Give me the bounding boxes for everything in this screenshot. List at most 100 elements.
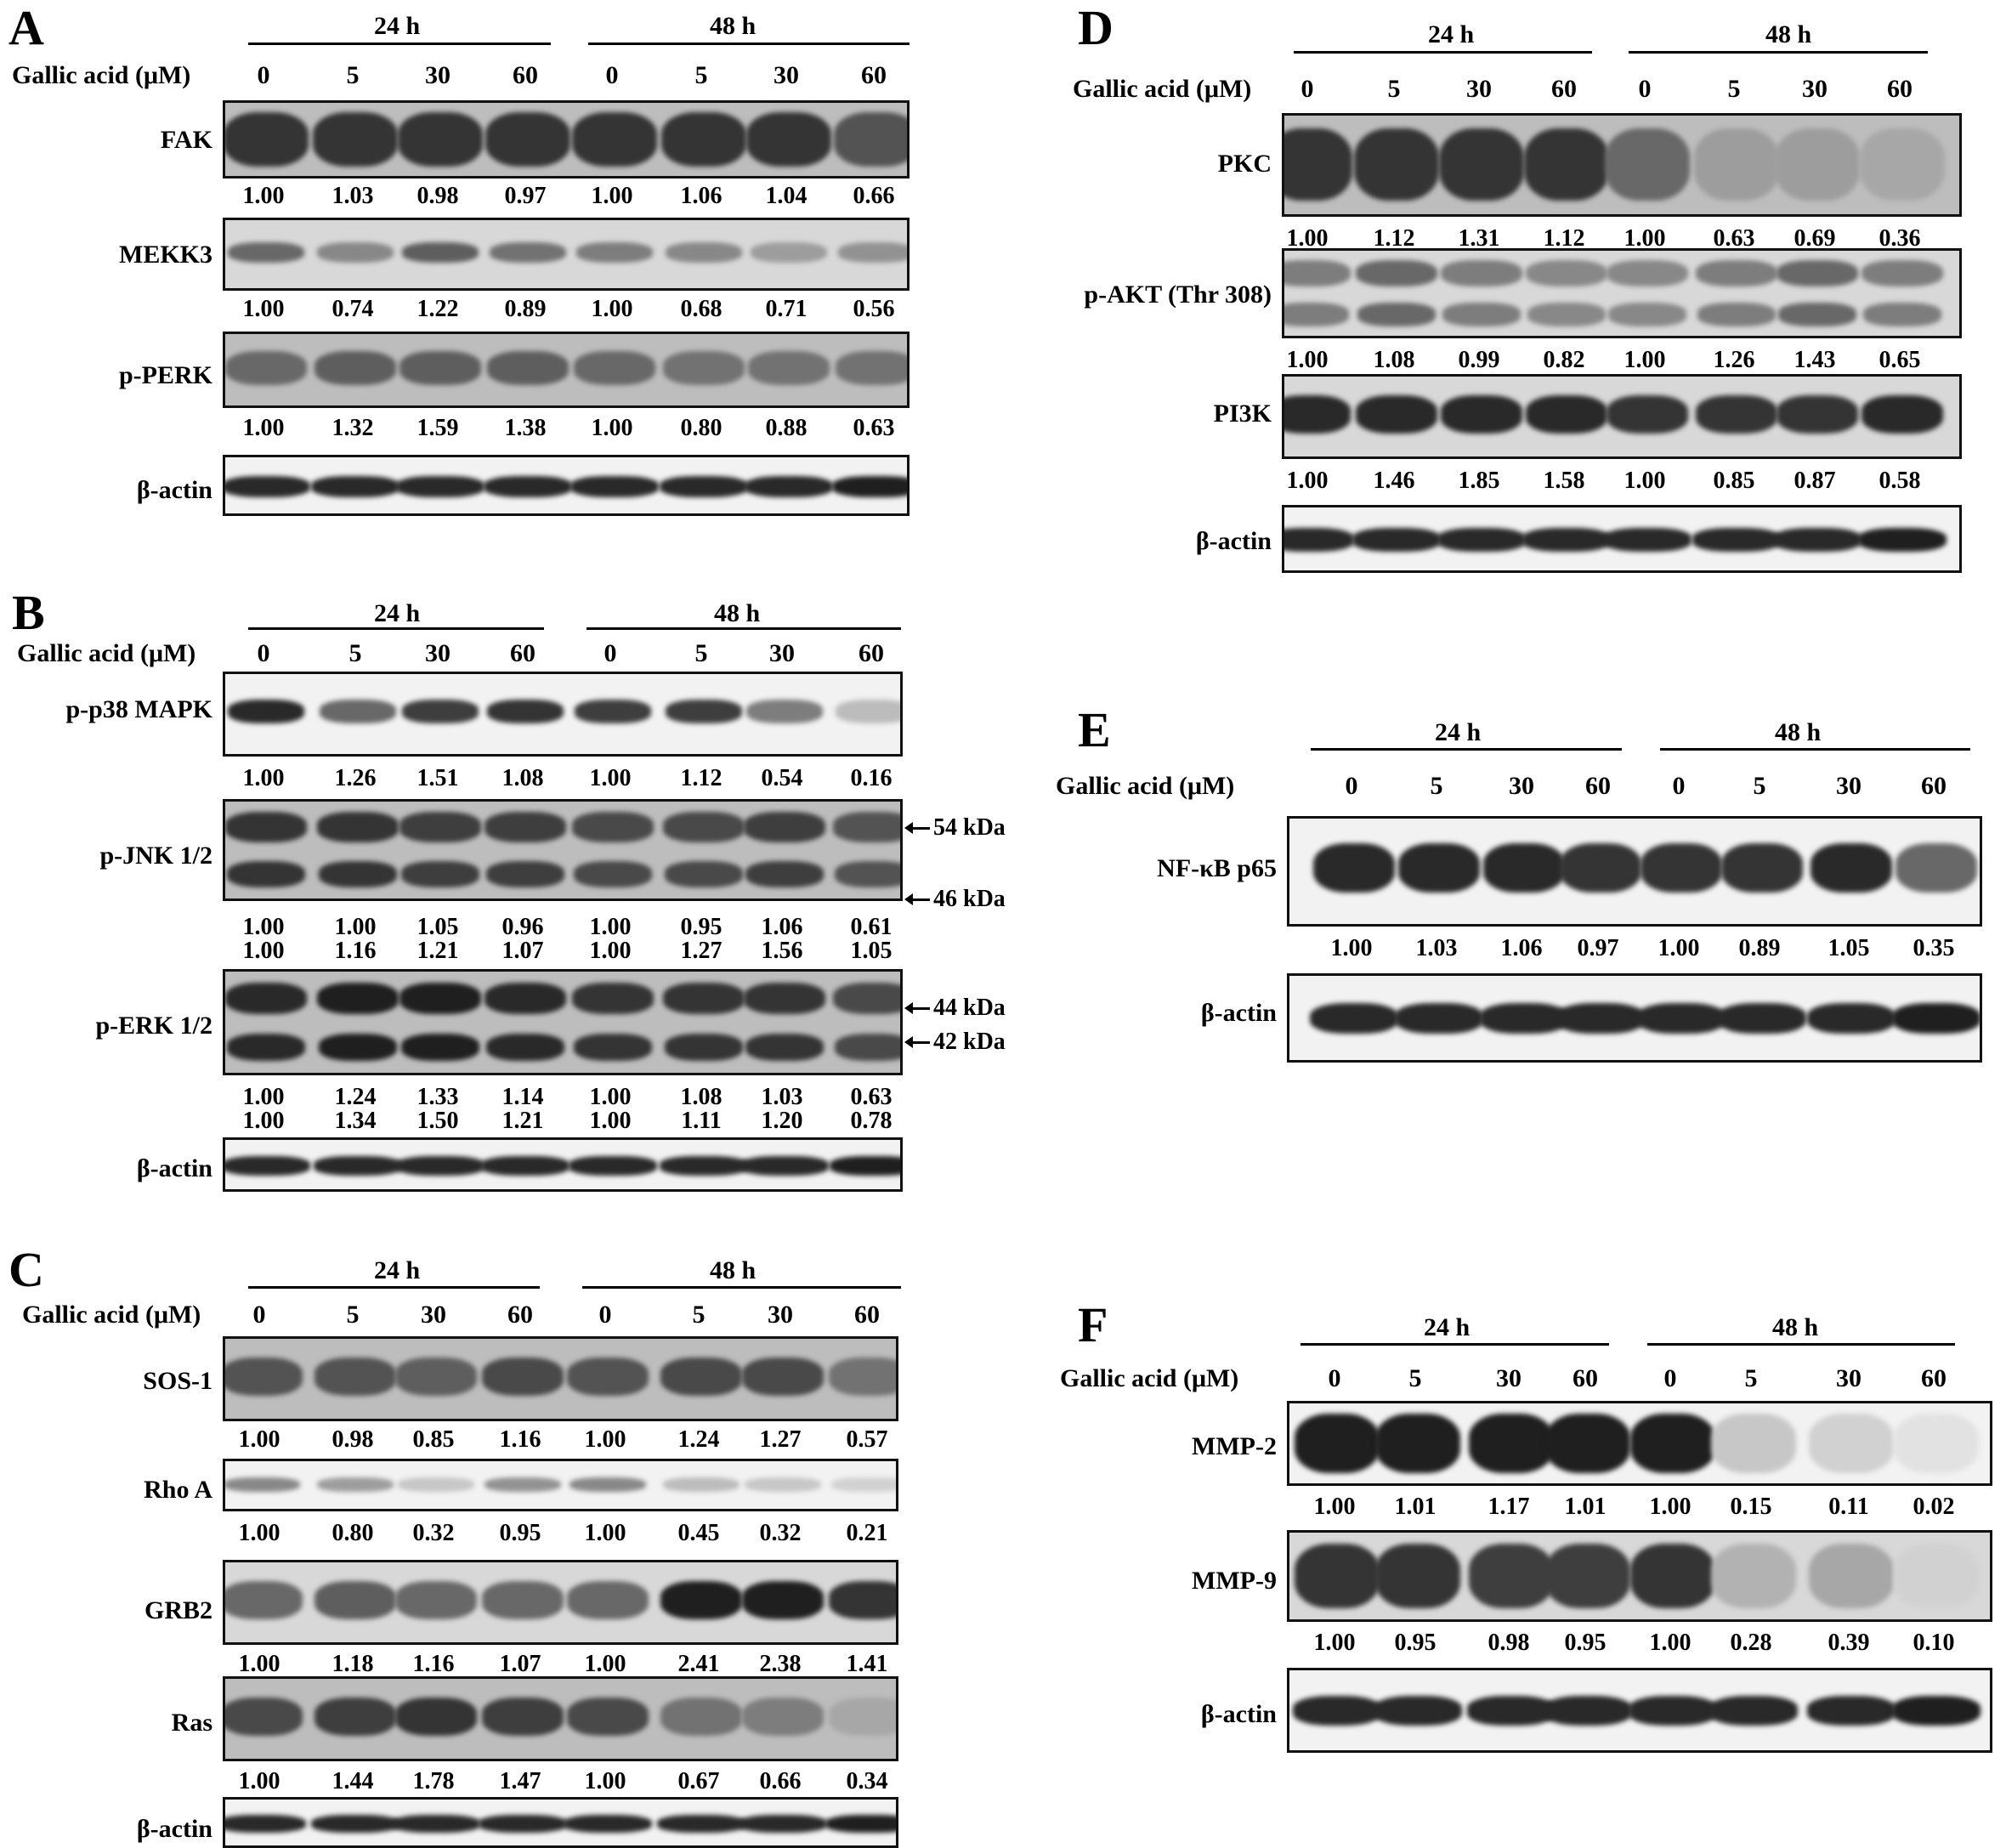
protein-band bbox=[746, 700, 823, 723]
density-value: 1.24 bbox=[677, 1426, 720, 1453]
density-value: 1.03 bbox=[332, 183, 374, 209]
dose-label: 5 bbox=[348, 639, 362, 667]
dose-label: 30 bbox=[1836, 772, 1862, 800]
density-value-2: 1.21 bbox=[416, 938, 459, 964]
density-value: 1.00 bbox=[589, 765, 632, 791]
panel-label-c: C bbox=[8, 1242, 44, 1297]
protein-label: PI3K bbox=[1213, 400, 1272, 428]
protein-band bbox=[225, 350, 307, 386]
density-value: 0.88 bbox=[765, 415, 808, 441]
protein-band bbox=[739, 1815, 827, 1833]
protein-band bbox=[400, 812, 481, 842]
protein-band bbox=[838, 241, 907, 263]
density-value: 1.08 bbox=[502, 765, 544, 791]
dose-label: 30 bbox=[1836, 1364, 1862, 1392]
protein-label: Ras bbox=[171, 1709, 212, 1737]
protein-band bbox=[487, 700, 564, 723]
protein-band bbox=[1696, 395, 1777, 434]
protein-band bbox=[1711, 1543, 1796, 1608]
protein-band bbox=[1809, 1543, 1894, 1608]
protein-band bbox=[742, 1581, 824, 1619]
protein-band bbox=[1354, 128, 1439, 201]
protein-band bbox=[576, 241, 653, 263]
time-label-48h: 48 h bbox=[710, 1256, 756, 1284]
protein-band bbox=[661, 112, 746, 167]
panel-label-d: D bbox=[1078, 0, 1114, 55]
density-value: 0.97 bbox=[1577, 935, 1619, 961]
density-value: 0.36 bbox=[1878, 225, 1921, 252]
protein-band bbox=[1284, 259, 1351, 287]
density-value: 2.41 bbox=[677, 1651, 720, 1677]
gallic-acid-label: Gallic acid (μM) bbox=[17, 639, 196, 667]
protein-band bbox=[1480, 1002, 1568, 1035]
density-value: 1.00 bbox=[242, 1084, 285, 1110]
dose-label: 60 bbox=[1887, 75, 1912, 103]
density-value: 1.01 bbox=[1564, 1494, 1606, 1520]
density-value: 1.46 bbox=[1373, 468, 1415, 494]
density-value: 1.00 bbox=[1649, 1630, 1692, 1656]
density-value: 1.01 bbox=[1394, 1494, 1436, 1520]
blot--actin bbox=[1282, 505, 1962, 573]
density-value: 1.14 bbox=[502, 1084, 544, 1110]
density-value: 0.95 bbox=[680, 914, 722, 940]
density-value-2: 1.05 bbox=[850, 938, 892, 964]
protein-band bbox=[1637, 1002, 1726, 1035]
density-value-2: 1.11 bbox=[681, 1108, 722, 1134]
density-value: 1.00 bbox=[238, 1768, 280, 1794]
protein-band bbox=[311, 1815, 400, 1833]
protein-band bbox=[660, 1581, 742, 1619]
protein-band bbox=[833, 982, 900, 1014]
dose-label: 5 bbox=[1430, 772, 1443, 800]
protein-band bbox=[225, 1698, 303, 1736]
protein-band bbox=[1526, 259, 1607, 287]
protein-band bbox=[402, 241, 479, 263]
density-value: 0.57 bbox=[846, 1426, 888, 1453]
density-value: 0.16 bbox=[850, 765, 892, 791]
density-value: 1.22 bbox=[416, 296, 459, 322]
protein-band bbox=[400, 350, 481, 386]
protein-label: p-PERK bbox=[118, 361, 212, 389]
protein-band bbox=[314, 1358, 396, 1396]
protein-band bbox=[1862, 395, 1943, 434]
time-bracket-24h bbox=[1294, 51, 1592, 54]
protein-band bbox=[225, 1477, 300, 1492]
blot-p-akt-thr-308- bbox=[1282, 248, 1962, 338]
density-value: 1.47 bbox=[499, 1768, 541, 1794]
protein-band bbox=[660, 1358, 742, 1396]
protein-band bbox=[567, 1581, 649, 1619]
protein-band bbox=[484, 1477, 561, 1492]
protein-band bbox=[748, 350, 830, 386]
protein-label: p-p38 MAPK bbox=[65, 695, 213, 723]
density-value: 0.87 bbox=[1794, 468, 1836, 494]
protein-band bbox=[1395, 1002, 1483, 1035]
time-bracket-48h bbox=[588, 43, 910, 45]
blot-pi3k bbox=[1282, 374, 1962, 459]
protein-band bbox=[1775, 128, 1860, 201]
density-value: 1.00 bbox=[591, 296, 633, 322]
density-value: 1.85 bbox=[1458, 468, 1500, 494]
density-value: 1.00 bbox=[589, 914, 632, 940]
protein-band bbox=[745, 860, 824, 887]
protein-band bbox=[228, 700, 304, 723]
protein-band bbox=[1560, 842, 1641, 893]
protein-band bbox=[319, 1033, 397, 1061]
density-value: 0.85 bbox=[412, 1426, 455, 1453]
kda-arrow bbox=[904, 822, 930, 834]
density-value: 1.18 bbox=[332, 1651, 374, 1677]
time-label-24h: 24 h bbox=[1428, 20, 1475, 48]
density-value-2: 1.16 bbox=[334, 938, 377, 964]
density-value: 1.00 bbox=[1330, 935, 1373, 961]
gallic-acid-label: Gallic acid (μM) bbox=[12, 61, 191, 89]
gallic-acid-label: Gallic acid (μM) bbox=[1060, 1364, 1239, 1392]
protein-band bbox=[402, 700, 479, 723]
protein-band bbox=[485, 112, 570, 167]
panel-label-b: B bbox=[12, 585, 45, 640]
density-value: 1.05 bbox=[1828, 935, 1870, 961]
protein-band bbox=[742, 1698, 824, 1736]
protein-band bbox=[1696, 259, 1777, 287]
protein-band bbox=[401, 860, 479, 887]
density-value: 1.00 bbox=[1624, 468, 1666, 494]
kda-arrow bbox=[904, 893, 930, 905]
time-label-48h: 48 h bbox=[1775, 718, 1822, 746]
density-value: 0.35 bbox=[1912, 935, 1955, 961]
